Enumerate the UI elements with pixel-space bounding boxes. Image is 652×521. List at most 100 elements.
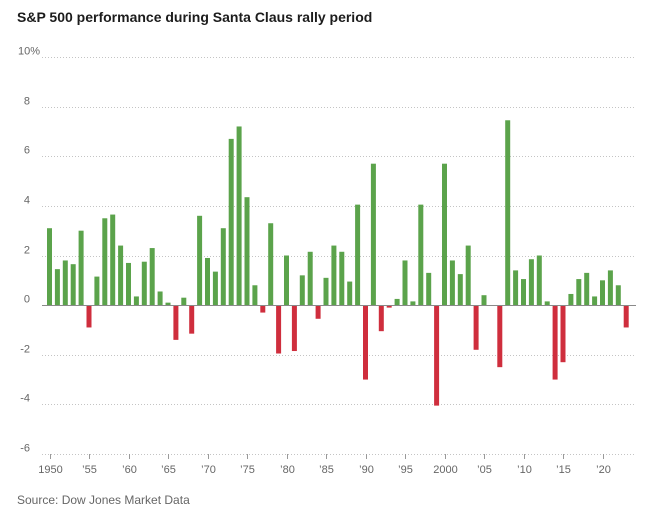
- bar-1953: [70, 264, 76, 306]
- bar-1952: [62, 260, 68, 306]
- bar-2001: [449, 260, 455, 306]
- x-tick-label: ’10: [517, 464, 532, 476]
- bar-2022: [615, 285, 621, 306]
- bar-1956: [94, 276, 100, 306]
- x-tick-label: 1950: [38, 464, 62, 476]
- bar-2003: [465, 245, 471, 306]
- bar-1966: [173, 305, 179, 340]
- bar-1978: [268, 223, 274, 306]
- bar-2020: [600, 280, 605, 306]
- x-tick-label: ’60: [122, 464, 137, 476]
- bar-2021: [607, 270, 613, 306]
- bar-1976: [252, 285, 258, 306]
- bar-2005: [481, 295, 487, 306]
- bar-1992: [378, 305, 384, 332]
- x-tick-label: ’15: [556, 464, 571, 476]
- bar-1963: [149, 248, 155, 306]
- bar-2015: [560, 305, 566, 363]
- bar-1969: [197, 215, 203, 306]
- chart-title: S&P 500 performance during Santa Claus r…: [17, 9, 372, 25]
- x-tick-label: ’55: [82, 464, 97, 476]
- bar-1980: [284, 255, 289, 306]
- bar-2014: [552, 305, 558, 380]
- bar-2004: [473, 305, 479, 350]
- bar-1962: [141, 261, 147, 306]
- bar-1954: [78, 230, 84, 306]
- bar-1970: [205, 257, 210, 306]
- y-tick-label: 6: [24, 145, 30, 157]
- y-tick-label: 4: [24, 195, 30, 207]
- bar-2016: [568, 293, 574, 306]
- bar-1958: [110, 214, 116, 306]
- x-tick-label: ’05: [477, 464, 492, 476]
- source-note: Source: Dow Jones Market Data: [17, 493, 190, 507]
- bar-1964: [157, 291, 163, 306]
- gridlines: [42, 57, 636, 455]
- bar-1974: [236, 126, 242, 306]
- bar-1987: [339, 251, 345, 306]
- bar-1975: [244, 197, 250, 306]
- bars: [47, 120, 629, 406]
- x-tick-label: ’85: [319, 464, 334, 476]
- bar-1996: [410, 301, 416, 306]
- y-tick-label: 10%: [18, 46, 40, 58]
- bar-1977: [260, 305, 266, 313]
- y-tick-label: 0: [24, 294, 30, 306]
- bar-2000: [442, 163, 447, 306]
- y-tick-label: -6: [20, 443, 30, 455]
- x-tick-label: ’65: [161, 464, 176, 476]
- bar-1965: [165, 302, 171, 306]
- y-tick-label: -2: [20, 344, 30, 356]
- bar-2002: [457, 274, 463, 306]
- bar-1972: [220, 228, 226, 306]
- y-tick-label: 8: [24, 96, 30, 108]
- x-axis: 1950 ’55 ’60 ’65 ’70 ’75 ’80 ’85 ’90 ’95 2000 ’05 ’1…: [38, 454, 611, 476]
- bar-1990: [363, 305, 368, 380]
- bar-1981: [291, 305, 297, 352]
- bar-2007: [497, 305, 503, 368]
- y-axis-labels: 10% 8 6 4 2 0 -2 -4 -6: [18, 46, 40, 455]
- bar-2019: [592, 296, 598, 306]
- bar-1967: [181, 297, 187, 306]
- bar-1997: [418, 204, 424, 306]
- bar-1951: [54, 269, 60, 306]
- bar-1973: [228, 138, 234, 306]
- bar-1985: [323, 277, 329, 306]
- y-tick-label: 2: [24, 245, 30, 257]
- bar-1950: [47, 228, 52, 306]
- bar-2012: [536, 255, 542, 306]
- bar-2011: [528, 259, 534, 306]
- x-tick-label: ’75: [240, 464, 255, 476]
- bar-1989: [355, 204, 361, 306]
- bar-2023: [623, 305, 629, 328]
- bar-1959: [118, 245, 124, 306]
- bar-2013: [544, 301, 550, 306]
- bar-1983: [307, 251, 313, 306]
- bar-1982: [299, 275, 305, 306]
- x-tick-label: ’20: [596, 464, 611, 476]
- bar-1995: [402, 260, 408, 306]
- y-tick-label: -4: [20, 393, 30, 405]
- bar-2008: [505, 120, 511, 306]
- bar-1979: [276, 305, 282, 354]
- x-tick-label: 2000: [433, 464, 457, 476]
- x-tick-label: ’80: [280, 464, 295, 476]
- x-tick-label: ’95: [398, 464, 413, 476]
- bar-1998: [426, 272, 432, 306]
- bar-1960: [126, 262, 131, 306]
- bar-1988: [347, 281, 353, 306]
- bar-2017: [576, 279, 582, 306]
- bar-1999: [434, 305, 440, 406]
- bar-2018: [584, 272, 590, 306]
- bar-1994: [394, 298, 400, 306]
- bar-1955: [86, 305, 92, 328]
- bar-1984: [315, 305, 321, 319]
- bar-1986: [331, 245, 337, 306]
- bar-1971: [212, 271, 218, 306]
- bar-2010: [521, 279, 526, 306]
- bar-1961: [133, 296, 139, 306]
- x-tick-label: ’90: [359, 464, 374, 476]
- bar-1968: [189, 305, 195, 334]
- bar-1991: [370, 163, 376, 306]
